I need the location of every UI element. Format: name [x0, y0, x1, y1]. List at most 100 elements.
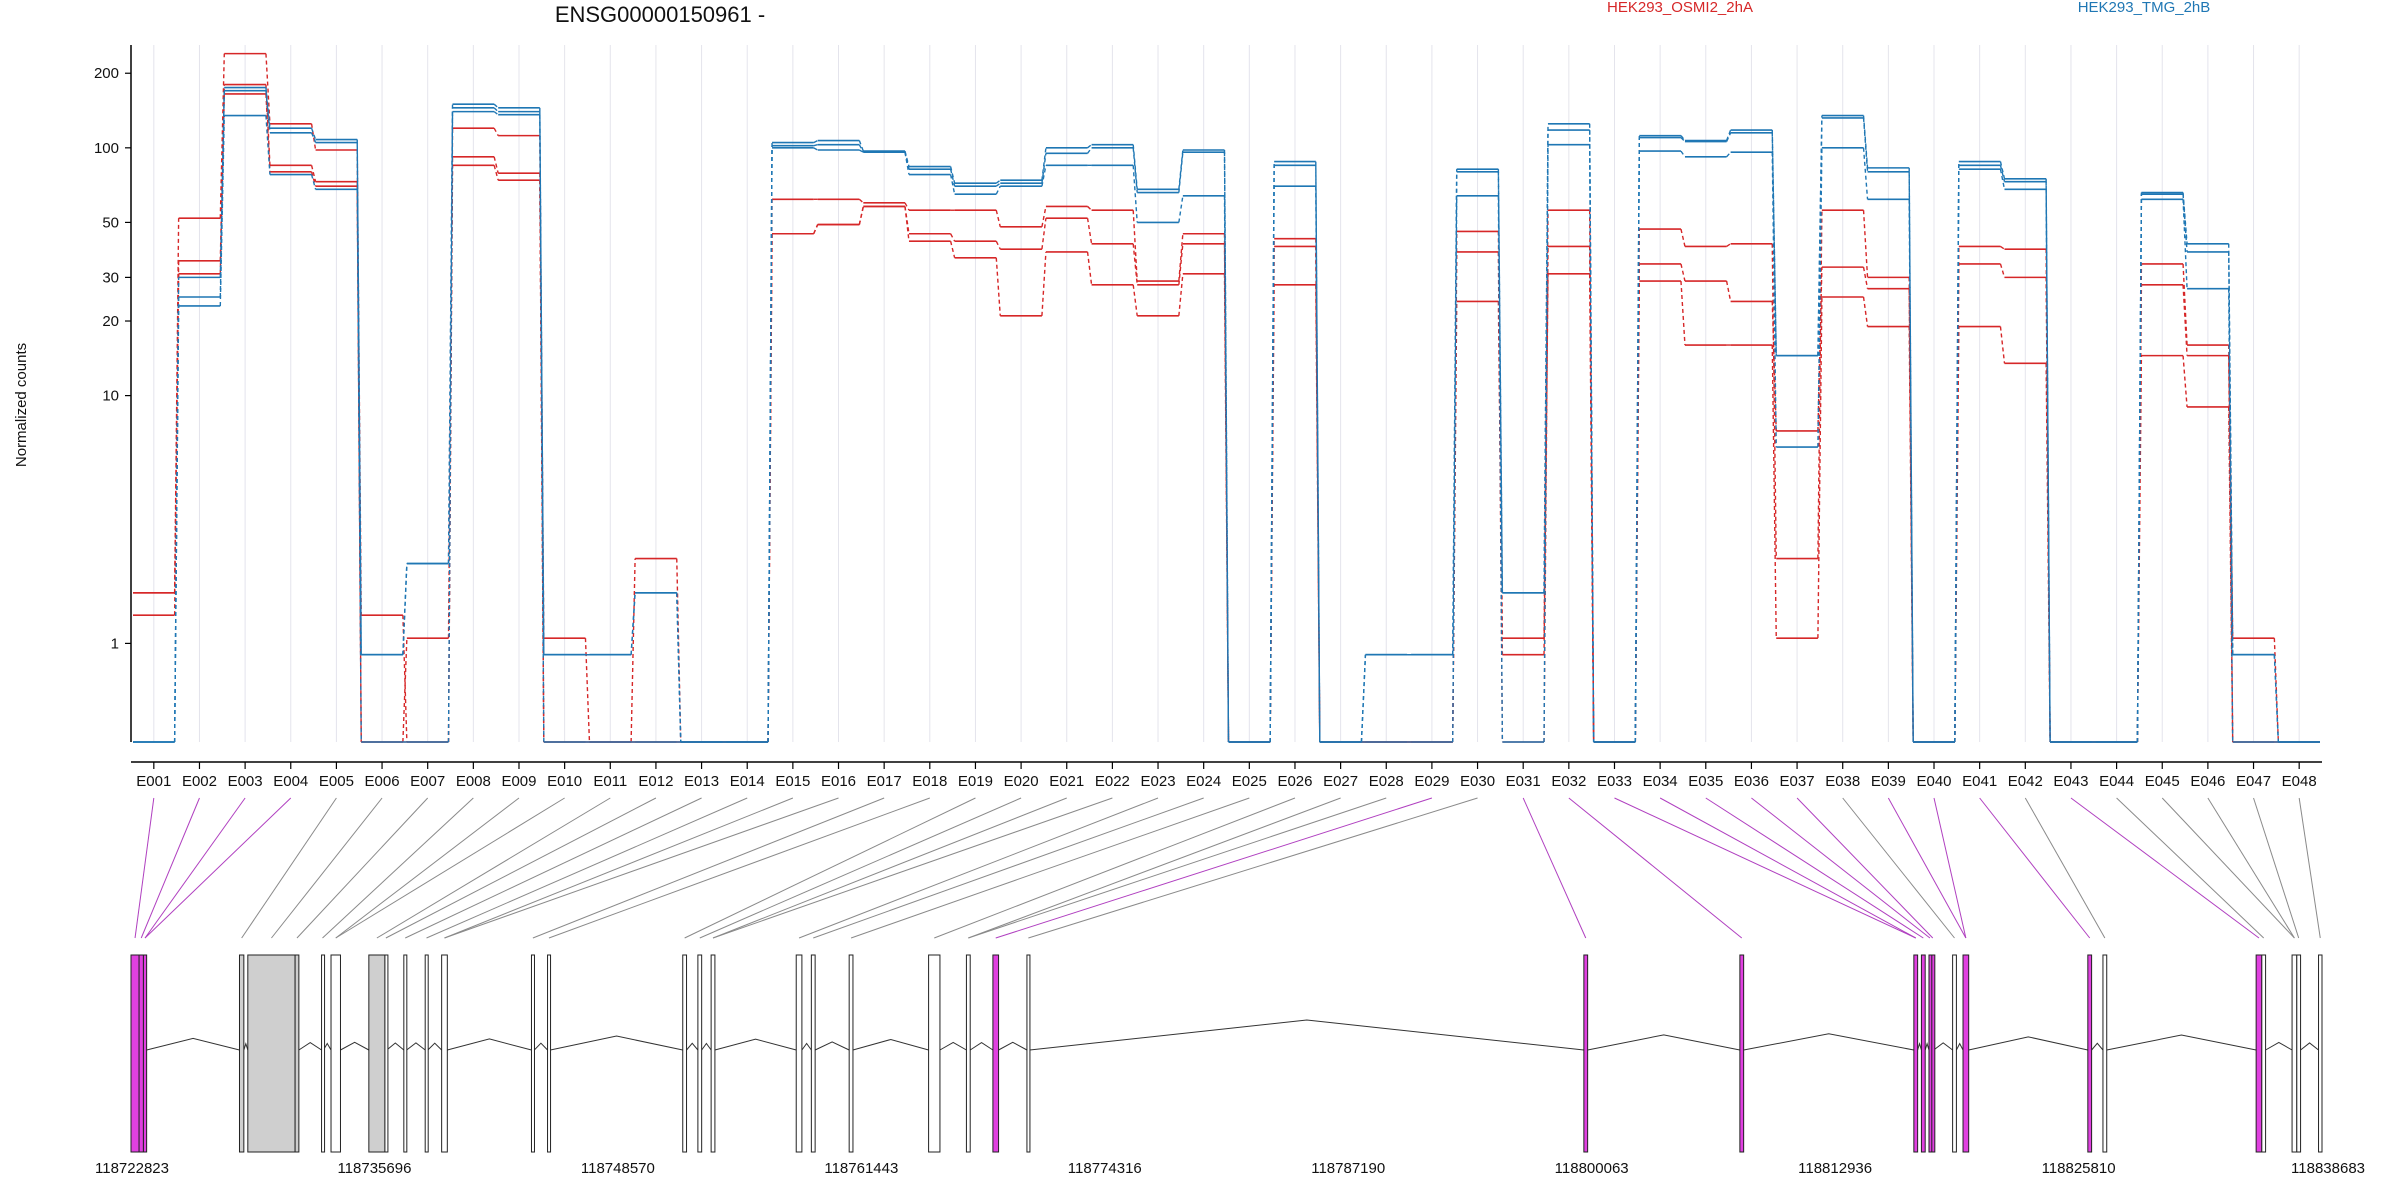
x-tick-label-e011: E011 [593, 773, 627, 790]
coordinate-label-6: 118787190 [1311, 1160, 1385, 1177]
x-tick-label-e031: E031 [1506, 773, 1541, 790]
intron-25 [1029, 1019, 1584, 1051]
intron-28 [1917, 1042, 1922, 1051]
x-tick-label-e043: E043 [2053, 773, 2088, 790]
sample-2-link-e020 [1041, 153, 1047, 184]
connector-e012 [385, 797, 657, 939]
sample-3-link-e038 [1862, 147, 1869, 200]
exon-block-e014 [530, 954, 535, 1153]
sample-2-link-e011 [630, 592, 636, 655]
sample-1-link-e014 [767, 199, 773, 743]
sample-3-link-e019 [995, 257, 1001, 316]
intron-35 [2106, 1034, 2257, 1051]
x-tick-label-e028: E028 [1369, 773, 1404, 790]
sample-2-link-e029 [1452, 171, 1458, 655]
exon-block-e008 [330, 954, 341, 1153]
exon-block-e005 [247, 954, 296, 1153]
y-tick-label-20: 20 [102, 313, 119, 330]
sample-1-link-e021 [1087, 144, 1092, 149]
sample-2-link-e038 [1862, 267, 1869, 289]
sample-3-link-e022 [1132, 165, 1138, 223]
intron-12 [427, 1042, 442, 1051]
sample-1-link-e016 [858, 198, 864, 204]
intron-33 [1968, 1036, 2088, 1051]
sample-3-link-e018 [949, 174, 956, 195]
sample-3-link-e036 [1771, 152, 1777, 448]
x-tick-label-e004: E004 [273, 773, 308, 790]
sample-2-link-e002 [219, 90, 225, 298]
sample-2-link-e017 [904, 206, 910, 234]
intron-8 [340, 1041, 370, 1051]
exon-block-e040 [2318, 954, 2323, 1153]
sample-2-link-e006 [402, 563, 408, 655]
x-tick-label-e002: E002 [182, 773, 217, 790]
sample-2-link-e021 [1086, 147, 1093, 154]
intron-34 [2091, 1042, 2104, 1051]
connector-e009 [335, 797, 520, 939]
sample-3-link-e041 [1999, 169, 2006, 190]
connector-e047 [2253, 797, 2300, 939]
sample-3-link-e015 [813, 224, 819, 235]
sample-2-link-e035 [1725, 132, 1732, 142]
exon-block-e035 [2102, 954, 2108, 1153]
sample-1-link-e045 [2182, 263, 2188, 346]
x-tick-label-e038: E038 [1825, 773, 1860, 790]
sample-2-link-e047 [2273, 654, 2280, 743]
sample-3-link-e004 [310, 174, 317, 190]
sample-3-link-e024 [1223, 195, 1230, 743]
x-tick-label-e017: E017 [867, 773, 902, 790]
sample-2-link-e041 [1999, 263, 2006, 278]
connector-e016 [444, 797, 839, 939]
connector-e028 [968, 797, 1387, 939]
sample-1-link-e011 [630, 558, 636, 743]
sample-3-link-e017 [904, 152, 910, 175]
gene-model [130, 954, 2323, 1153]
sample-3-link-e021 [1086, 251, 1093, 285]
sample-2-link-e019 [995, 240, 1001, 250]
sample-3-link-e037 [1817, 296, 1823, 639]
exon-block-e017 [697, 954, 703, 1153]
x-tick-label-e010: E010 [547, 773, 582, 790]
sample-2-link-e021 [1086, 218, 1093, 244]
sample-3-link-e003 [265, 115, 271, 175]
genomic-coordinates: 118722823 118735696 118748570 118761443 1187… [95, 1160, 2365, 1177]
sample-1-link-e004 [310, 127, 317, 140]
sample-3-link-e041 [1999, 326, 2006, 364]
x-tick-label-e032: E032 [1551, 773, 1586, 790]
x-tick-label-e027: E027 [1323, 773, 1358, 790]
connector-e037 [1796, 797, 1934, 939]
x-tick-label-e037: E037 [1780, 773, 1815, 790]
sample-1-link-e014 [767, 142, 773, 743]
connector-e013 [405, 797, 702, 939]
sample-2-link-e030 [1497, 171, 1504, 593]
sample-3-link-e023 [1178, 195, 1184, 223]
sample-3-link-e002 [219, 115, 225, 306]
sample-3-link-e026 [1315, 186, 1321, 743]
exon-block-e007 [321, 954, 326, 1153]
connector-e001 [134, 797, 155, 939]
connector-e015 [444, 797, 794, 939]
connector-e018 [548, 797, 930, 939]
intron-10 [386, 1042, 405, 1051]
connector-e008 [322, 797, 474, 939]
sample-3-link-e030 [1497, 195, 1504, 743]
sample-3-link-e020 [1041, 165, 1047, 187]
connector-e017 [532, 797, 885, 939]
x-tick-label-e025: E025 [1232, 773, 1267, 790]
x-tick-label-e030: E030 [1460, 773, 1495, 790]
exon-block-e019 [795, 954, 803, 1153]
x-tick-label-e014: E014 [730, 773, 765, 790]
sample-3-link-e031 [1543, 144, 1549, 743]
exon-block-e003 [142, 954, 148, 1153]
intron-17 [701, 1042, 712, 1051]
sample-2-link-e034 [1680, 137, 1686, 143]
intron-31 [1933, 1042, 1953, 1051]
sample-1-link-e020 [1041, 206, 1047, 227]
exon-block-e027 [1739, 954, 1745, 1153]
intron-22 [939, 1041, 967, 1051]
sample-1-link-e041 [2000, 245, 2005, 250]
exon-block-e023 [965, 954, 971, 1153]
connector-e029 [995, 797, 1433, 939]
connector-e019 [684, 797, 976, 939]
connector-e005 [241, 797, 337, 939]
